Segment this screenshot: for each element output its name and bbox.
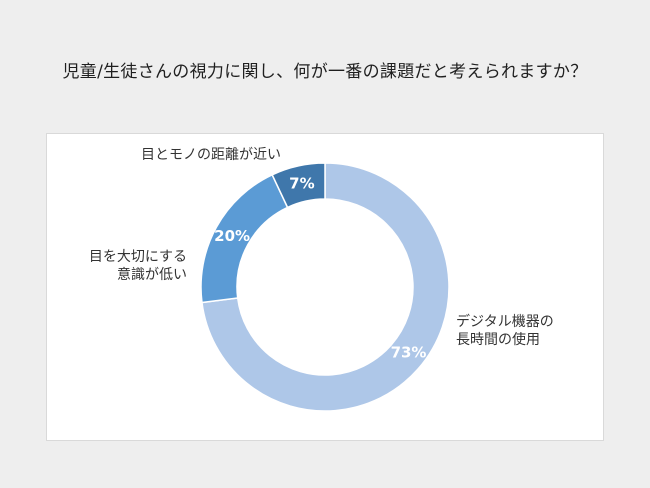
donut-slice-close-distance xyxy=(271,162,326,209)
category-label-low-awareness: 目を大切にする 意識が低い xyxy=(89,248,187,284)
category-label-digital-devices: デジタル機器の 長時間の使用 xyxy=(456,313,554,349)
value-labels: 73% 20% 7% xyxy=(214,175,426,362)
value-label-close-distance: 7% xyxy=(289,175,314,193)
value-label-low-awareness: 20% xyxy=(214,227,250,245)
page-title: 児童/生徒さんの視力に関し、何が一番の課題だと考えられますか？ xyxy=(62,62,588,82)
category-label-line: 意識が低い xyxy=(117,267,187,283)
donut-slices xyxy=(200,162,450,412)
donut-slice-digital-devices xyxy=(201,162,450,412)
category-label-line: 目とモノの距離が近い xyxy=(141,147,281,163)
category-label-line: 目を大切にする xyxy=(88,249,187,265)
category-label-line: デジタル機器の xyxy=(456,314,554,330)
category-label-line: 長時間の使用 xyxy=(456,332,540,348)
value-label-digital-devices: 73% xyxy=(391,343,427,361)
category-label-close-distance: 目とモノの距離が近い xyxy=(141,146,281,164)
